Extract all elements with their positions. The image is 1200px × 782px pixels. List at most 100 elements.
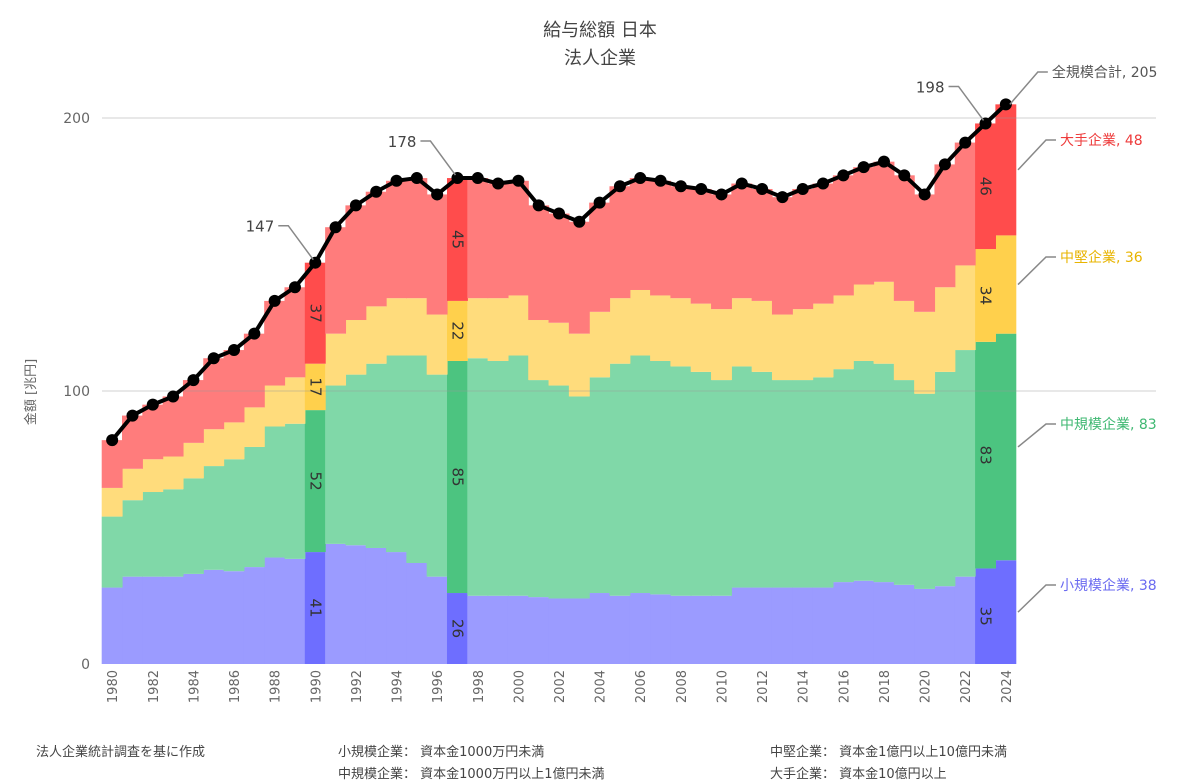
total-point-1984 bbox=[187, 374, 200, 387]
area-segment-2-2011 bbox=[731, 298, 753, 367]
total-point-2014 bbox=[796, 182, 809, 195]
area-segment-1-2018 bbox=[873, 363, 895, 583]
area-segment-0-1980 bbox=[101, 587, 123, 664]
x-tick-label: 1996 bbox=[431, 670, 446, 703]
area-segment-0-1996 bbox=[426, 576, 448, 664]
area-segment-0-1982 bbox=[142, 576, 164, 664]
x-tick-label: 1990 bbox=[309, 670, 324, 703]
definition-large: 大手企業： 資本金10億円以上 bbox=[770, 767, 947, 782]
area-segment-1-1991 bbox=[325, 385, 347, 544]
area-segment-0-2004 bbox=[589, 593, 611, 664]
area-segment-1-1993 bbox=[365, 363, 387, 548]
area-segment-0-1998 bbox=[467, 595, 489, 664]
area-segment-1-1989 bbox=[284, 423, 306, 559]
area-segment-3-1996 bbox=[426, 194, 448, 315]
area-segment-2-1993 bbox=[365, 306, 387, 364]
area-segment-1-2001 bbox=[528, 380, 550, 598]
total-point-2012 bbox=[756, 182, 769, 195]
total-point-2018 bbox=[877, 155, 890, 168]
end-label-leader bbox=[1017, 256, 1056, 286]
area-segment-0-2014 bbox=[792, 587, 814, 664]
area-segment-1-1994 bbox=[386, 355, 407, 553]
area-segment-0-1986 bbox=[223, 571, 245, 664]
area-segment-1-1999 bbox=[487, 360, 509, 596]
area-segment-1-2020 bbox=[914, 393, 936, 589]
area-segment-3-2004 bbox=[589, 202, 611, 312]
y-tick-label: 200 bbox=[63, 111, 90, 127]
area-segment-3-1994 bbox=[386, 180, 407, 299]
area-segment-0-2000 bbox=[507, 595, 529, 664]
area-segment-2-2016 bbox=[832, 295, 854, 370]
total-point-2000 bbox=[512, 174, 525, 187]
area-segment-3-2019 bbox=[893, 175, 915, 301]
callout-leader bbox=[948, 85, 985, 121]
area-segment-0-1993 bbox=[365, 547, 387, 664]
total-point-2022 bbox=[959, 136, 972, 149]
segment-value-label: 26 bbox=[448, 619, 466, 638]
area-segment-2-2000 bbox=[507, 295, 529, 356]
total-point-1988 bbox=[268, 294, 281, 307]
segment-value-label: 85 bbox=[448, 467, 466, 486]
x-tick-label: 1988 bbox=[269, 670, 284, 703]
area-segment-0-2020 bbox=[914, 588, 936, 664]
end-label-leader bbox=[1009, 71, 1048, 105]
total-point-2009 bbox=[695, 182, 708, 195]
x-tick-label: 2020 bbox=[919, 670, 934, 703]
area-segment-2-1994 bbox=[386, 298, 407, 356]
area-segment-0-1990 bbox=[304, 552, 326, 664]
total-point-1998 bbox=[471, 172, 484, 185]
area-segment-2-2023 bbox=[975, 249, 996, 342]
total-point-2024 bbox=[999, 98, 1012, 111]
area-segment-2-1988 bbox=[264, 385, 286, 427]
area-segment-3-2002 bbox=[548, 213, 570, 323]
area-segment-0-2011 bbox=[731, 587, 753, 664]
area-segment-0-2007 bbox=[650, 594, 672, 664]
y-tick-label: 0 bbox=[81, 657, 90, 673]
total-point-2002 bbox=[553, 207, 565, 220]
x-tick-label: 1992 bbox=[350, 670, 365, 703]
area-segment-0-2002 bbox=[548, 598, 570, 664]
area-segment-3-2023 bbox=[975, 123, 996, 250]
area-segment-3-2016 bbox=[832, 175, 854, 296]
x-tick-label: 2024 bbox=[1000, 670, 1015, 703]
area-segment-1-2003 bbox=[568, 396, 590, 599]
total-point-1997 bbox=[451, 172, 464, 185]
total-point-2021 bbox=[938, 158, 951, 171]
area-segment-3-1997 bbox=[446, 178, 468, 301]
segment-value-label: 83 bbox=[977, 446, 995, 465]
area-segment-0-2017 bbox=[853, 580, 875, 664]
total-point-2013 bbox=[776, 191, 789, 204]
area-segment-2-2007 bbox=[650, 295, 672, 361]
area-segment-3-1983 bbox=[162, 396, 184, 457]
area-segment-3-1992 bbox=[345, 205, 367, 321]
area-segment-2-1997 bbox=[446, 300, 468, 361]
area-segment-1-2023 bbox=[975, 341, 996, 569]
area-segment-1-2005 bbox=[609, 363, 631, 596]
area-segment-3-1988 bbox=[264, 300, 286, 386]
x-tick-label: 1980 bbox=[106, 670, 121, 703]
area-segment-1-2011 bbox=[731, 366, 753, 588]
area-segment-2-1985 bbox=[203, 429, 225, 467]
area-segment-2-2009 bbox=[690, 303, 712, 372]
area-segment-0-1987 bbox=[243, 567, 265, 664]
area-segment-0-1994 bbox=[386, 552, 407, 664]
area-segment-1-2022 bbox=[954, 350, 976, 577]
area-segment-2-2015 bbox=[812, 303, 834, 378]
area-segment-1-1980 bbox=[101, 516, 123, 588]
total-point-1992 bbox=[349, 199, 362, 212]
callout-leader bbox=[278, 224, 314, 261]
segment-value-label: 46 bbox=[977, 177, 995, 196]
area-segment-0-1999 bbox=[487, 595, 509, 664]
area-segment-2-2018 bbox=[873, 281, 895, 364]
segment-value-label: 37 bbox=[306, 304, 324, 323]
area-segment-0-2024 bbox=[995, 560, 1017, 664]
area-segment-2-2022 bbox=[954, 265, 976, 351]
area-segment-3-1990 bbox=[304, 262, 326, 364]
y-axis-label: 金額 [兆円] bbox=[23, 359, 39, 425]
total-point-2019 bbox=[898, 169, 911, 182]
area-segment-0-2022 bbox=[954, 576, 976, 664]
total-point-1989 bbox=[288, 281, 301, 294]
area-segment-3-1993 bbox=[365, 191, 387, 307]
area-segment-1-2004 bbox=[589, 377, 611, 594]
area-segment-0-2003 bbox=[568, 598, 590, 664]
